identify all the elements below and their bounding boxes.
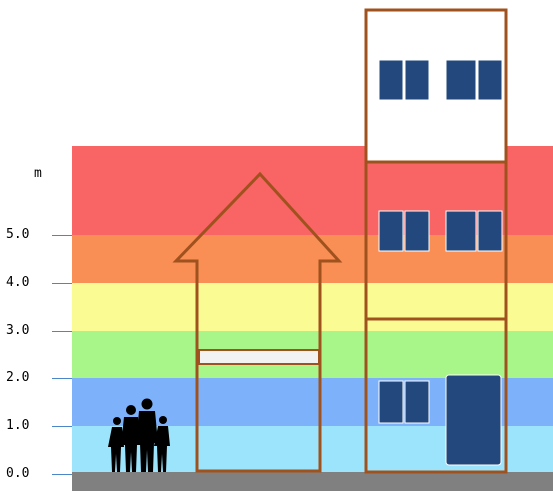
family-silhouette xyxy=(108,398,170,472)
axis-tick xyxy=(52,378,72,380)
hazard-band-3 xyxy=(72,282,553,331)
axis-tick-label: 0.0 xyxy=(6,466,30,481)
window xyxy=(404,380,430,424)
window xyxy=(378,210,404,252)
ground xyxy=(72,472,553,491)
axis-tick-label: 2.0 xyxy=(6,370,30,386)
axis-tick xyxy=(52,426,72,428)
axis-tick-label: 1.0 xyxy=(6,418,30,434)
window xyxy=(477,210,503,252)
arrow-floor-bar xyxy=(198,349,320,365)
door xyxy=(445,374,502,466)
axis-unit-label: m xyxy=(34,166,42,181)
window xyxy=(378,380,404,424)
window xyxy=(404,210,430,252)
window xyxy=(404,59,430,101)
building xyxy=(364,8,508,474)
window xyxy=(445,59,477,101)
axis-tick xyxy=(52,330,72,332)
window xyxy=(477,59,503,101)
axis-tick xyxy=(52,282,72,284)
window xyxy=(378,59,404,101)
building-floor-1 xyxy=(364,317,508,474)
axis-tick-label: 5.0 xyxy=(6,227,30,242)
axis-tick-label: 3.0 xyxy=(6,322,30,338)
evacuate-up-arrow xyxy=(172,171,343,473)
axis-tick xyxy=(52,474,72,475)
axis-tick xyxy=(52,235,72,236)
window xyxy=(445,210,477,252)
axis-tick-label: 4.0 xyxy=(6,274,30,290)
